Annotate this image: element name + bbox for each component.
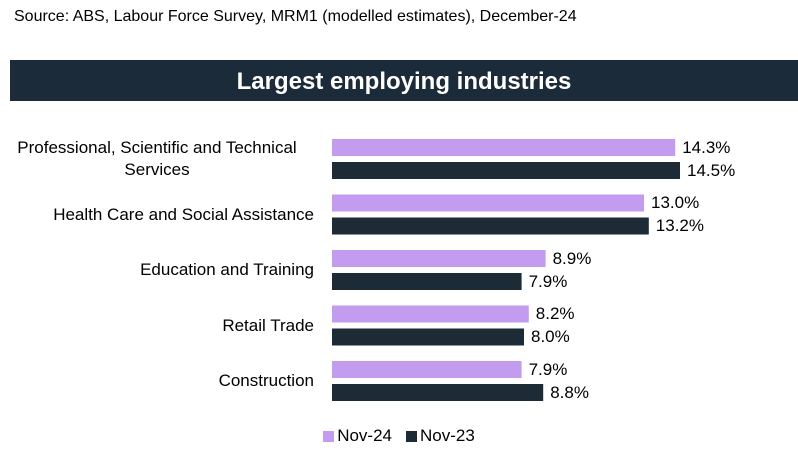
category-label: Retail Trade bbox=[222, 301, 314, 351]
value-label: 13.0% bbox=[651, 193, 700, 212]
bar bbox=[332, 328, 524, 346]
category-text: Health Care and Social Assistance bbox=[53, 204, 314, 224]
category-text: Construction bbox=[218, 371, 314, 390]
category-label: Professional, Scientific and Technical S… bbox=[0, 134, 314, 184]
category-label: Education and Training bbox=[140, 245, 314, 295]
bar bbox=[332, 139, 676, 156]
value-label: 13.2% bbox=[655, 216, 704, 235]
bar bbox=[332, 162, 680, 179]
bar bbox=[332, 194, 644, 212]
legend-swatch bbox=[323, 430, 335, 442]
value-label: 8.0% bbox=[531, 327, 570, 346]
bar bbox=[332, 361, 522, 378]
category-text: Education and Training bbox=[140, 260, 314, 279]
source-note: Source: ABS, Labour Force Survey, MRM1 (… bbox=[14, 8, 577, 25]
value-label: 7.9% bbox=[528, 359, 568, 379]
title-banner bbox=[10, 60, 798, 101]
value-label: 14.3% bbox=[682, 137, 731, 157]
category-label: Construction bbox=[219, 356, 314, 406]
value-label: 14.5% bbox=[687, 160, 736, 180]
bar bbox=[332, 250, 546, 267]
legend-label: Nov-24 bbox=[337, 426, 392, 445]
category-label: Health Care and Social Assistance bbox=[53, 190, 314, 240]
bar bbox=[332, 217, 649, 235]
category-text: Retail Trade bbox=[222, 315, 314, 335]
legend: Nov-24 Nov-23 bbox=[0, 426, 798, 446]
value-label: 8.9% bbox=[552, 248, 592, 268]
chart-title: Largest employing industries bbox=[236, 68, 572, 95]
legend-swatch bbox=[406, 430, 417, 442]
chart bbox=[332, 139, 680, 401]
category-text: Professional, Scientific and Technical S… bbox=[17, 138, 297, 179]
legend-item: Nov-24 bbox=[323, 426, 392, 446]
bar bbox=[332, 305, 529, 323]
legend-label: Nov-23 bbox=[420, 426, 475, 445]
bar bbox=[332, 273, 522, 290]
legend-item: Nov-23 bbox=[406, 426, 475, 446]
value-label: 8.8% bbox=[550, 382, 589, 402]
value-label: 7.9% bbox=[528, 271, 568, 291]
value-label: 8.2% bbox=[535, 304, 575, 323]
bar bbox=[332, 384, 544, 401]
